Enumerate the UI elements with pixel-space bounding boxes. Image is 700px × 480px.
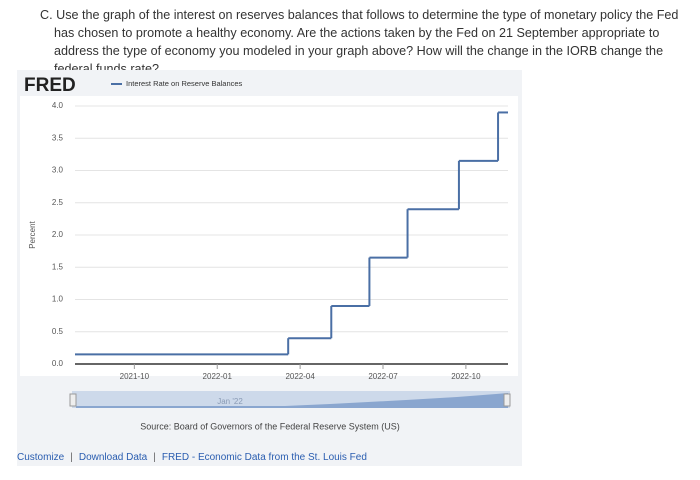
x-tick-label: 2021-10 <box>120 372 150 381</box>
navigator-handle[interactable] <box>503 393 511 407</box>
x-tick-label: 2022-01 <box>203 372 233 381</box>
navigator-handle[interactable] <box>69 393 77 407</box>
link[interactable]: Download Data <box>78 452 148 463</box>
y-tick-label: 2.0 <box>52 230 64 239</box>
y-tick-label: 3.5 <box>52 133 64 142</box>
link[interactable]: Customize <box>17 452 65 463</box>
y-tick-label: 0.5 <box>52 327 64 336</box>
link[interactable]: FRED - Economic Data from the St. Louis … <box>161 452 367 463</box>
navigator-series <box>76 393 508 408</box>
y-tick-label: 4.0 <box>52 101 64 110</box>
x-tick-label: 2022-07 <box>368 372 398 381</box>
x-tick-label: 2022-04 <box>285 372 315 381</box>
plot-area <box>20 96 518 376</box>
y-tick-label: 0.0 <box>52 359 64 368</box>
x-tick-label: 2022-10 <box>451 372 481 381</box>
y-axis-label: Percent <box>28 220 37 248</box>
y-tick-label: 3.0 <box>52 166 64 175</box>
navigator-label: Jan '22 <box>217 397 243 406</box>
logo: FRED <box>24 75 76 96</box>
question: C. Use the graph of the interest on rese… <box>40 8 679 76</box>
legend-label: Interest Rate on Reserve Balances <box>126 79 243 88</box>
y-tick-label: 2.5 <box>52 198 64 207</box>
y-tick-label: 1.0 <box>52 295 64 304</box>
footer: Customize | Download Data | FRED - Economic … <box>17 452 367 463</box>
y-tick-label: 1.5 <box>52 262 64 271</box>
source: Source: Board of Governors of the Federa… <box>140 421 400 431</box>
